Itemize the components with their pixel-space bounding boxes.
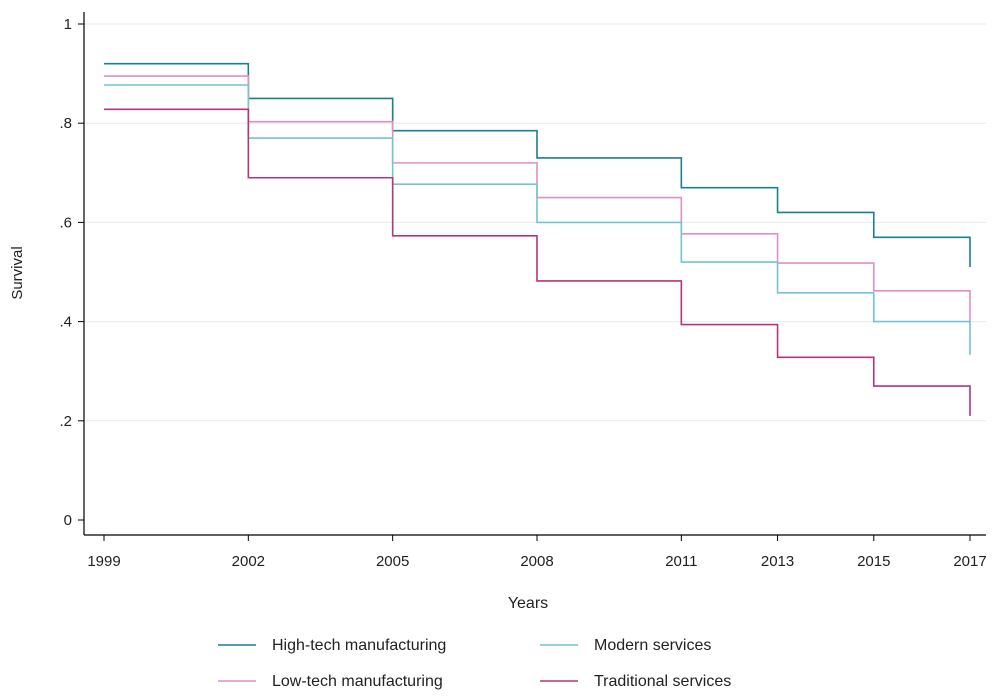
series-line-traditional-services <box>104 108 971 416</box>
y-tick-layer: 0 .2 .4 .6 .8 1 <box>59 16 84 529</box>
x-tick-layer: 1999 2002 2005 2008 2011 2013 2015 2017 <box>87 535 987 570</box>
legend: High-tech manufacturing Modern services Lo… <box>218 637 731 690</box>
x-tick-label: 2015 <box>857 553 890 570</box>
legend-label: Traditional services <box>594 673 731 690</box>
x-tick-label: 2011 <box>665 553 697 570</box>
y-axis-title: Survival <box>9 246 26 299</box>
x-axis-title: Years <box>508 595 548 612</box>
series-layer <box>104 62 971 416</box>
axis-layer <box>83 12 986 536</box>
y-tick-label: .6 <box>59 214 72 231</box>
series-line-high-tech-manufacturing <box>104 62 971 268</box>
y-tick-label: 0 <box>64 512 72 529</box>
x-tick-label: 2008 <box>520 553 553 570</box>
y-tick-label: .4 <box>59 314 72 331</box>
legend-label: Modern services <box>594 637 711 654</box>
x-tick-label: 2013 <box>761 553 794 570</box>
series-line-low-tech-manufacturing <box>104 75 971 322</box>
x-tick-label: 2005 <box>376 553 409 570</box>
series-line-modern-services <box>104 84 971 355</box>
x-tick-label: 1999 <box>87 553 120 570</box>
y-tick-label: 1 <box>64 16 72 33</box>
grid-layer <box>84 23 986 422</box>
x-tick-label: 2002 <box>232 553 265 570</box>
legend-label: High-tech manufacturing <box>272 637 446 654</box>
y-tick-label: .2 <box>59 413 72 430</box>
y-tick-label: .8 <box>59 115 72 132</box>
legend-label: Low-tech manufacturing <box>272 673 443 690</box>
x-tick-label: 2017 <box>953 553 986 570</box>
